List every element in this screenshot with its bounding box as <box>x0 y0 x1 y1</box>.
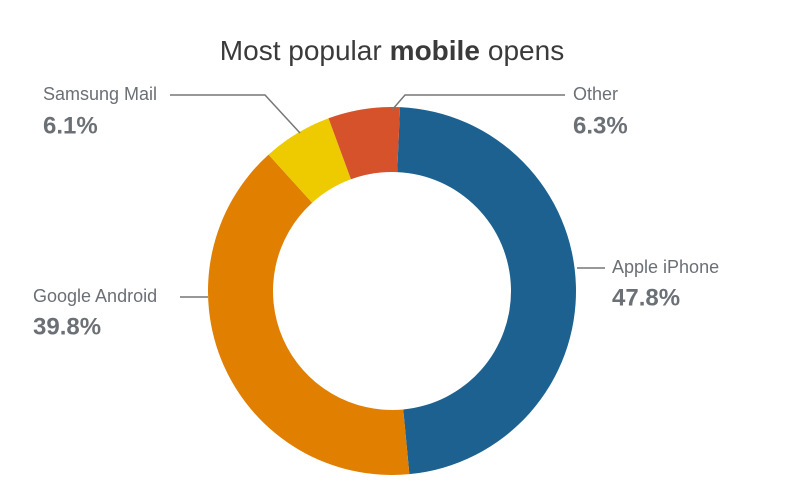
value-label: 47.8% <box>612 284 680 311</box>
chart-title: Most popular mobile opens <box>220 35 564 66</box>
title-part: Most popular <box>220 35 382 66</box>
donut-slice <box>268 118 351 203</box>
title-part: mobile <box>390 35 480 66</box>
leader-line <box>391 94 565 111</box>
category-label: Google Android <box>33 286 157 306</box>
value-label: 6.3% <box>573 112 628 139</box>
category-label: Other <box>573 84 618 104</box>
donut-slice <box>397 107 576 475</box>
value-label: 6.1% <box>43 112 98 139</box>
donut <box>208 107 576 475</box>
category-label: Samsung Mail <box>43 84 157 104</box>
donut-slice <box>328 107 401 180</box>
leader-line <box>170 94 301 134</box>
title-part: opens <box>488 35 564 66</box>
donut-slice <box>208 154 410 475</box>
category-label: Apple iPhone <box>612 257 719 277</box>
value-label: 39.8% <box>33 313 101 340</box>
